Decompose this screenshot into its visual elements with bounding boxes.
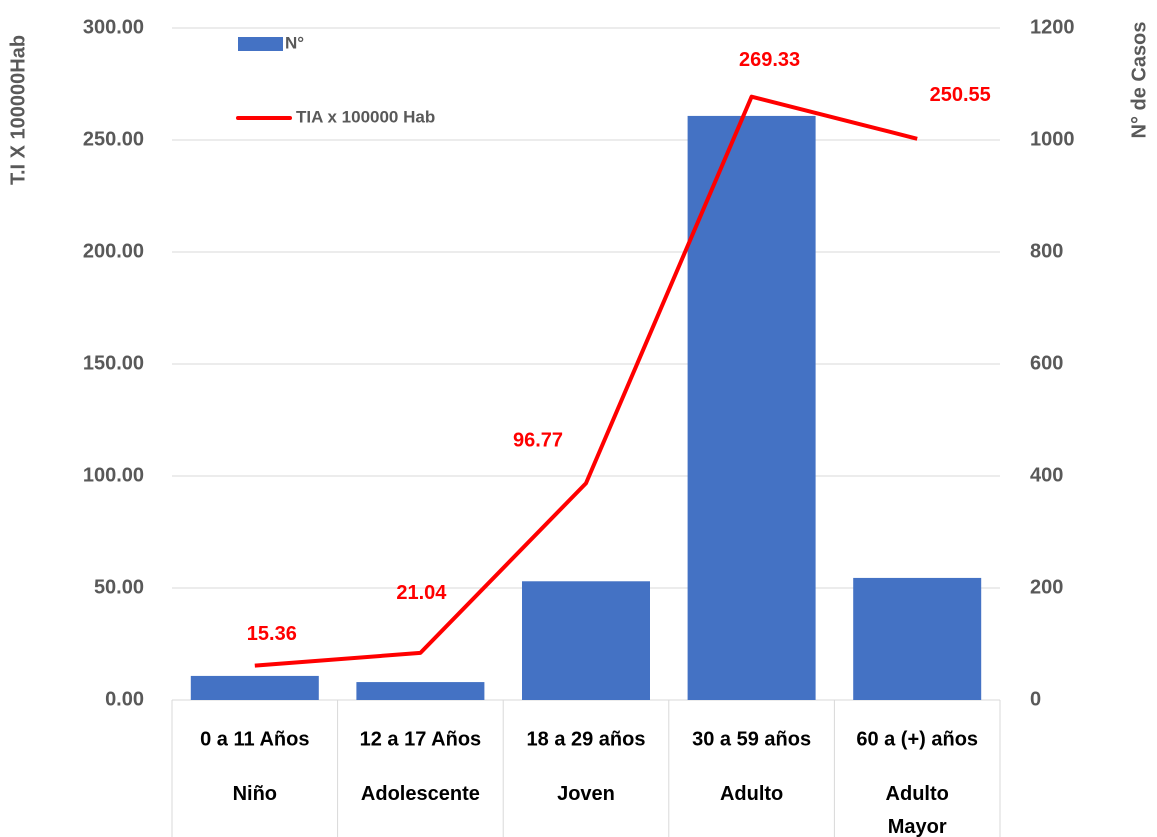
y-tick-label: 250.00 (83, 128, 144, 150)
x-tick-label: 18 a 29 años (527, 728, 646, 750)
y-tick-label: 300.00 (83, 16, 144, 38)
bar (522, 581, 650, 700)
legend-swatch (238, 37, 283, 51)
data-label: 15.36 (247, 623, 297, 645)
y-tick-label: 50.00 (94, 576, 144, 598)
legend-label: N° (285, 33, 304, 52)
y2-tick-label: 0 (1030, 688, 1041, 710)
x-group-label: Adulto Mayor (885, 783, 949, 837)
bar (190, 675, 319, 700)
x-tick-label: 60 a (+) años (856, 728, 978, 750)
bar (356, 682, 485, 700)
y-tick-label: 0.00 (105, 688, 144, 710)
x-group-label: Adolescente (360, 783, 480, 805)
y2-tick-label: 1200 (1030, 16, 1075, 38)
data-label: 96.77 (513, 430, 563, 452)
x-tick-label: 0 a 11 Años (200, 728, 309, 750)
bar (687, 115, 816, 701)
y-tick-label: 100.00 (83, 464, 144, 486)
line (254, 94, 918, 668)
data-label: 21.04 (396, 582, 447, 604)
y2-tick-label: 600 (1030, 352, 1063, 374)
x-tick-label: 12 a 17 Años (360, 728, 482, 750)
data-label: 250.55 (930, 84, 991, 106)
y2-tick-label: 1000 (1030, 128, 1075, 150)
y2-tick-label: 800 (1030, 240, 1063, 262)
x-group-label: Joven (557, 783, 615, 805)
y2-tick-label: 200 (1030, 576, 1063, 598)
y-tick-label: 200.00 (83, 240, 144, 262)
x-group-label: Adulto (719, 783, 784, 805)
y2-axis-title: N° de Casos (1128, 22, 1150, 139)
data-label: 269.33 (739, 49, 800, 71)
x-group-label: Niño (232, 783, 278, 805)
y-axis-title: T.I X 100000Hab (7, 35, 29, 185)
y2-tick-label: 400 (1030, 464, 1063, 486)
legend-label: TIA x 100000 Hab (296, 107, 435, 126)
bar (853, 577, 982, 700)
x-tick-label: 30 a 59 años (692, 728, 811, 750)
y-tick-label: 150.00 (83, 352, 144, 374)
